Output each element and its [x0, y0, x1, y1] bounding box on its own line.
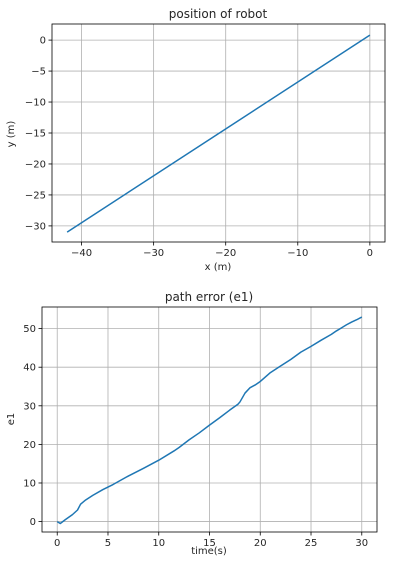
- y-ticks: −30 −25 −20 −15 −10 −5 0: [25, 36, 52, 232]
- chart-path-error: path error (e1) 0 5 10 15 20 25 30 0 10 20 30 40 50…: [6, 290, 378, 557]
- y-tick-label: −25: [25, 190, 46, 201]
- x-tick-label: −10: [287, 248, 308, 259]
- y-tick-label: 30: [23, 401, 36, 412]
- y-tick-label: −30: [25, 221, 46, 232]
- x-tick-label: 0: [367, 248, 373, 259]
- x-tick-label: 30: [355, 538, 368, 549]
- gridlines: [42, 307, 377, 532]
- chart-robot-position: position of robot −40 −30 −20 −10 0 −30 −25 −2…: [6, 7, 386, 273]
- x-ticks: 0 5 10 15 20 25 30: [54, 532, 368, 549]
- x-tick-label: 10: [152, 538, 165, 549]
- y-tick-label: 0: [30, 517, 36, 528]
- y-tick-label: −5: [31, 67, 46, 78]
- chart-title-robot-position: position of robot: [169, 7, 268, 21]
- y-tick-label: 40: [23, 363, 36, 374]
- x-tick-label: −20: [215, 248, 236, 259]
- chart-title-path-error: path error (e1): [165, 290, 253, 304]
- series-lines: [56, 316, 363, 525]
- x-tick-label: 0: [54, 538, 60, 549]
- x-tick-label: −40: [71, 248, 92, 259]
- y-tick-label: −15: [25, 129, 46, 140]
- x-axis-label: x (m): [205, 262, 232, 273]
- y-axis-label: y (m): [6, 121, 17, 148]
- y-tick-label: 20: [23, 440, 36, 451]
- y-ticks: 0 10 20 30 40 50: [23, 324, 42, 528]
- x-tick-label: 5: [105, 538, 111, 549]
- series-line: [56, 316, 363, 525]
- x-tick-label: 15: [203, 538, 216, 549]
- x-axis-label: time(s): [191, 546, 227, 557]
- y-tick-label: 0: [40, 36, 46, 47]
- x-tick-label: 20: [254, 538, 267, 549]
- y-tick-label: 10: [23, 478, 36, 489]
- y-tick-label: −10: [25, 98, 46, 109]
- y-tick-label: −20: [25, 159, 46, 170]
- x-tick-label: −30: [143, 248, 164, 259]
- y-axis-label: e1: [6, 413, 17, 426]
- x-ticks: −40 −30 −20 −10 0: [71, 242, 373, 259]
- series-line: [66, 34, 371, 233]
- y-tick-label: 50: [23, 324, 36, 335]
- series-lines: [66, 34, 371, 233]
- x-tick-label: 25: [305, 538, 318, 549]
